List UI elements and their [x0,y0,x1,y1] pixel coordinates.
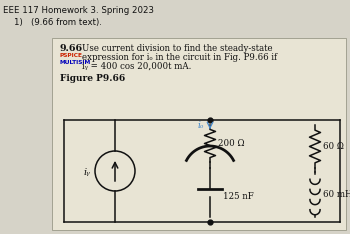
Text: EEE 117 Homework 3. Spring 2023: EEE 117 Homework 3. Spring 2023 [3,6,154,15]
Text: 125 nF: 125 nF [223,192,254,201]
Text: Figure P9.66: Figure P9.66 [60,74,125,83]
Text: Use current division to find the steady-state: Use current division to find the steady-… [82,44,273,53]
Text: iᵧ: iᵧ [83,168,90,178]
Text: 60 Ω: 60 Ω [323,142,344,151]
Text: 9.66: 9.66 [60,44,83,53]
Text: 1)   (9.66 from text).: 1) (9.66 from text). [14,18,102,27]
Text: MULTISIM: MULTISIM [60,60,91,65]
Text: iᵧ = 400 cos 20,000t mA.: iᵧ = 400 cos 20,000t mA. [82,62,191,71]
Text: 200 Ω: 200 Ω [218,139,245,148]
Bar [52,38,346,230]
Text: expression for iₒ in the circuit in Fig. P9.66 if: expression for iₒ in the circuit in Fig.… [82,53,277,62]
Text: iₒ: iₒ [198,121,204,130]
Text: PSPICE: PSPICE [60,53,83,58]
Text: 60 mH: 60 mH [323,190,350,199]
